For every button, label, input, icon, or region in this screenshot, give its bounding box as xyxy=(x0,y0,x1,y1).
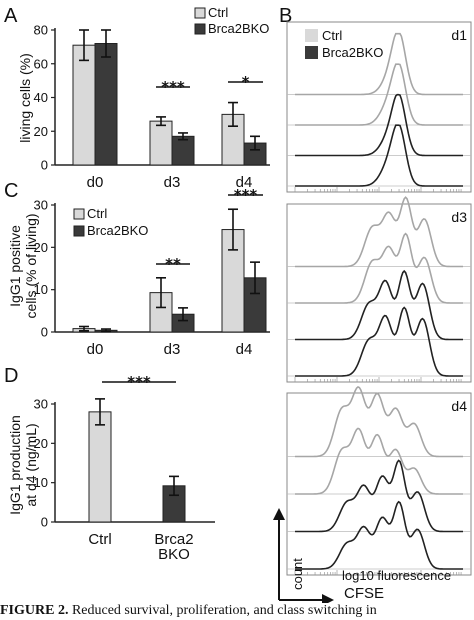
panel-d-categories: Ctrl Brca2BKO xyxy=(88,531,193,563)
panel-letter-c: C xyxy=(4,180,18,202)
timepoint-label: d3 xyxy=(451,209,467,225)
panel-a-bars xyxy=(72,29,267,166)
histogram-curve xyxy=(295,427,463,495)
y-tick-label: 10 xyxy=(34,475,48,490)
panel-d-y-axis-label-line1: IgG1 production xyxy=(7,415,23,515)
panel-b-boxes: d1 d3 d4 xyxy=(286,21,472,576)
panel-a-significance: *** * xyxy=(156,73,263,96)
caption-figure-number: FIGURE 2. xyxy=(0,603,69,618)
panel-letter-d: D xyxy=(4,365,18,387)
cfse-axis-arrow xyxy=(322,594,334,603)
panel-c-categories: d0 d3 d4 xyxy=(87,341,253,358)
caption-text: Reduced survival, proliferation, and cla… xyxy=(68,603,377,618)
panel-d-y-axis-label-line2: at d4 (ng/mL) xyxy=(23,423,39,506)
y-tick-label: 20 xyxy=(34,124,48,139)
category-label: d3 xyxy=(164,341,181,358)
timepoint-label: d1 xyxy=(451,27,467,43)
cfse-axis-title: CFSE xyxy=(344,585,384,602)
category-label: BKO xyxy=(158,546,190,563)
y-tick-label: 80 xyxy=(34,23,48,38)
panel-d-bars xyxy=(88,398,186,523)
histogram-curve xyxy=(295,306,463,377)
y-tick-label: 20 xyxy=(34,436,48,451)
legend-label-ctrl: Ctrl xyxy=(208,5,228,20)
legend-label-ko: Brca2BKO xyxy=(87,223,148,238)
panel-c-y-axis-label-line2: cells (% of living) xyxy=(23,213,39,318)
panel-a-y-axis-label: living cells (%) xyxy=(17,53,33,142)
bar xyxy=(149,120,173,166)
panel-d-significance: *** xyxy=(102,373,176,391)
histogram-curve xyxy=(295,32,463,96)
count-axis-arrow xyxy=(273,508,285,520)
significance-label: *** xyxy=(161,78,185,96)
panel-c-chart: IgG1 positive cells (% of living) 0 10 20 3… xyxy=(7,186,270,358)
histogram-curve xyxy=(295,124,463,187)
panel-d-y-ticks: 0 10 20 30 xyxy=(34,397,215,530)
legend-swatch-ko xyxy=(73,225,85,237)
histogram-curve xyxy=(295,500,463,570)
panel-c-bars xyxy=(72,208,267,333)
legend-swatch-ctrl xyxy=(305,29,318,42)
panel-b-axes: count CFSE log10 fluorescence xyxy=(273,508,451,603)
y-tick-label: 10 xyxy=(34,282,48,297)
y-tick-label: 30 xyxy=(34,397,48,412)
histogram-curve xyxy=(295,196,463,268)
bar xyxy=(94,43,118,166)
legend-swatch-ko xyxy=(305,46,318,59)
panel-a-categories: d0 d3 d4 xyxy=(87,174,253,191)
bar xyxy=(88,411,112,523)
y-tick-label: 60 xyxy=(34,56,48,71)
panel-d-chart: IgG1 production at d4 (ng/mL) 0 10 20 30 Ct… xyxy=(7,373,215,563)
category-label: d4 xyxy=(236,341,253,358)
legend-label-ko: Brca2BKO xyxy=(208,21,269,36)
legend-swatch-ko xyxy=(194,23,206,35)
panel-a-legend: Ctrl Brca2BKO xyxy=(194,5,269,36)
figure-caption: FIGURE 2. Reduced survival, proliferatio… xyxy=(0,603,474,620)
panel-c-significance: ***** xyxy=(156,186,263,273)
category-label: Ctrl xyxy=(88,531,111,548)
histogram-curve xyxy=(295,269,463,341)
legend-label-ctrl: Ctrl xyxy=(322,28,342,43)
log-fluorescence-label: log10 fluorescence xyxy=(342,568,451,583)
panel-b-histograms: d1 d3 d4 Ctrl Brca2BKO count CFSE log10 fl… xyxy=(273,21,472,603)
legend-label-ctrl: Ctrl xyxy=(87,206,107,221)
histogram-curve xyxy=(295,459,463,533)
histogram-curve xyxy=(295,232,463,304)
histogram-curve xyxy=(295,385,463,458)
histogram-curve xyxy=(295,63,463,126)
category-label: d3 xyxy=(164,174,181,191)
y-tick-label: 20 xyxy=(34,240,48,255)
y-tick-label: 0 xyxy=(41,158,48,173)
category-label: Brca2 xyxy=(154,531,193,548)
legend-swatch-ctrl xyxy=(73,208,85,220)
significance-label: *** xyxy=(234,186,258,204)
bar xyxy=(72,44,96,166)
category-label: d0 xyxy=(87,341,104,358)
significance-label: *** xyxy=(127,373,151,391)
count-axis-title: count xyxy=(290,558,305,590)
panel-letter-a: A xyxy=(4,5,18,27)
panel-c-legend: Ctrl Brca2BKO xyxy=(73,206,148,238)
y-tick-label: 40 xyxy=(34,90,48,105)
category-label: d0 xyxy=(87,174,104,191)
significance-label: * xyxy=(242,73,250,91)
category-label: d4 xyxy=(236,174,253,191)
y-tick-label: 0 xyxy=(41,325,48,340)
panel-b-legend: Ctrl Brca2BKO xyxy=(305,28,383,60)
timepoint-label: d4 xyxy=(451,398,467,414)
y-tick-label: 0 xyxy=(41,515,48,530)
significance-label: ** xyxy=(165,255,181,273)
panel-c-y-axis-label-line1: IgG1 positive xyxy=(7,225,23,307)
histogram-curve xyxy=(295,93,463,157)
y-tick-label: 30 xyxy=(34,198,48,213)
bar xyxy=(171,135,195,166)
legend-label-ko: Brca2BKO xyxy=(322,45,383,60)
histogram-box xyxy=(286,392,472,576)
legend-swatch-ctrl xyxy=(194,7,206,19)
